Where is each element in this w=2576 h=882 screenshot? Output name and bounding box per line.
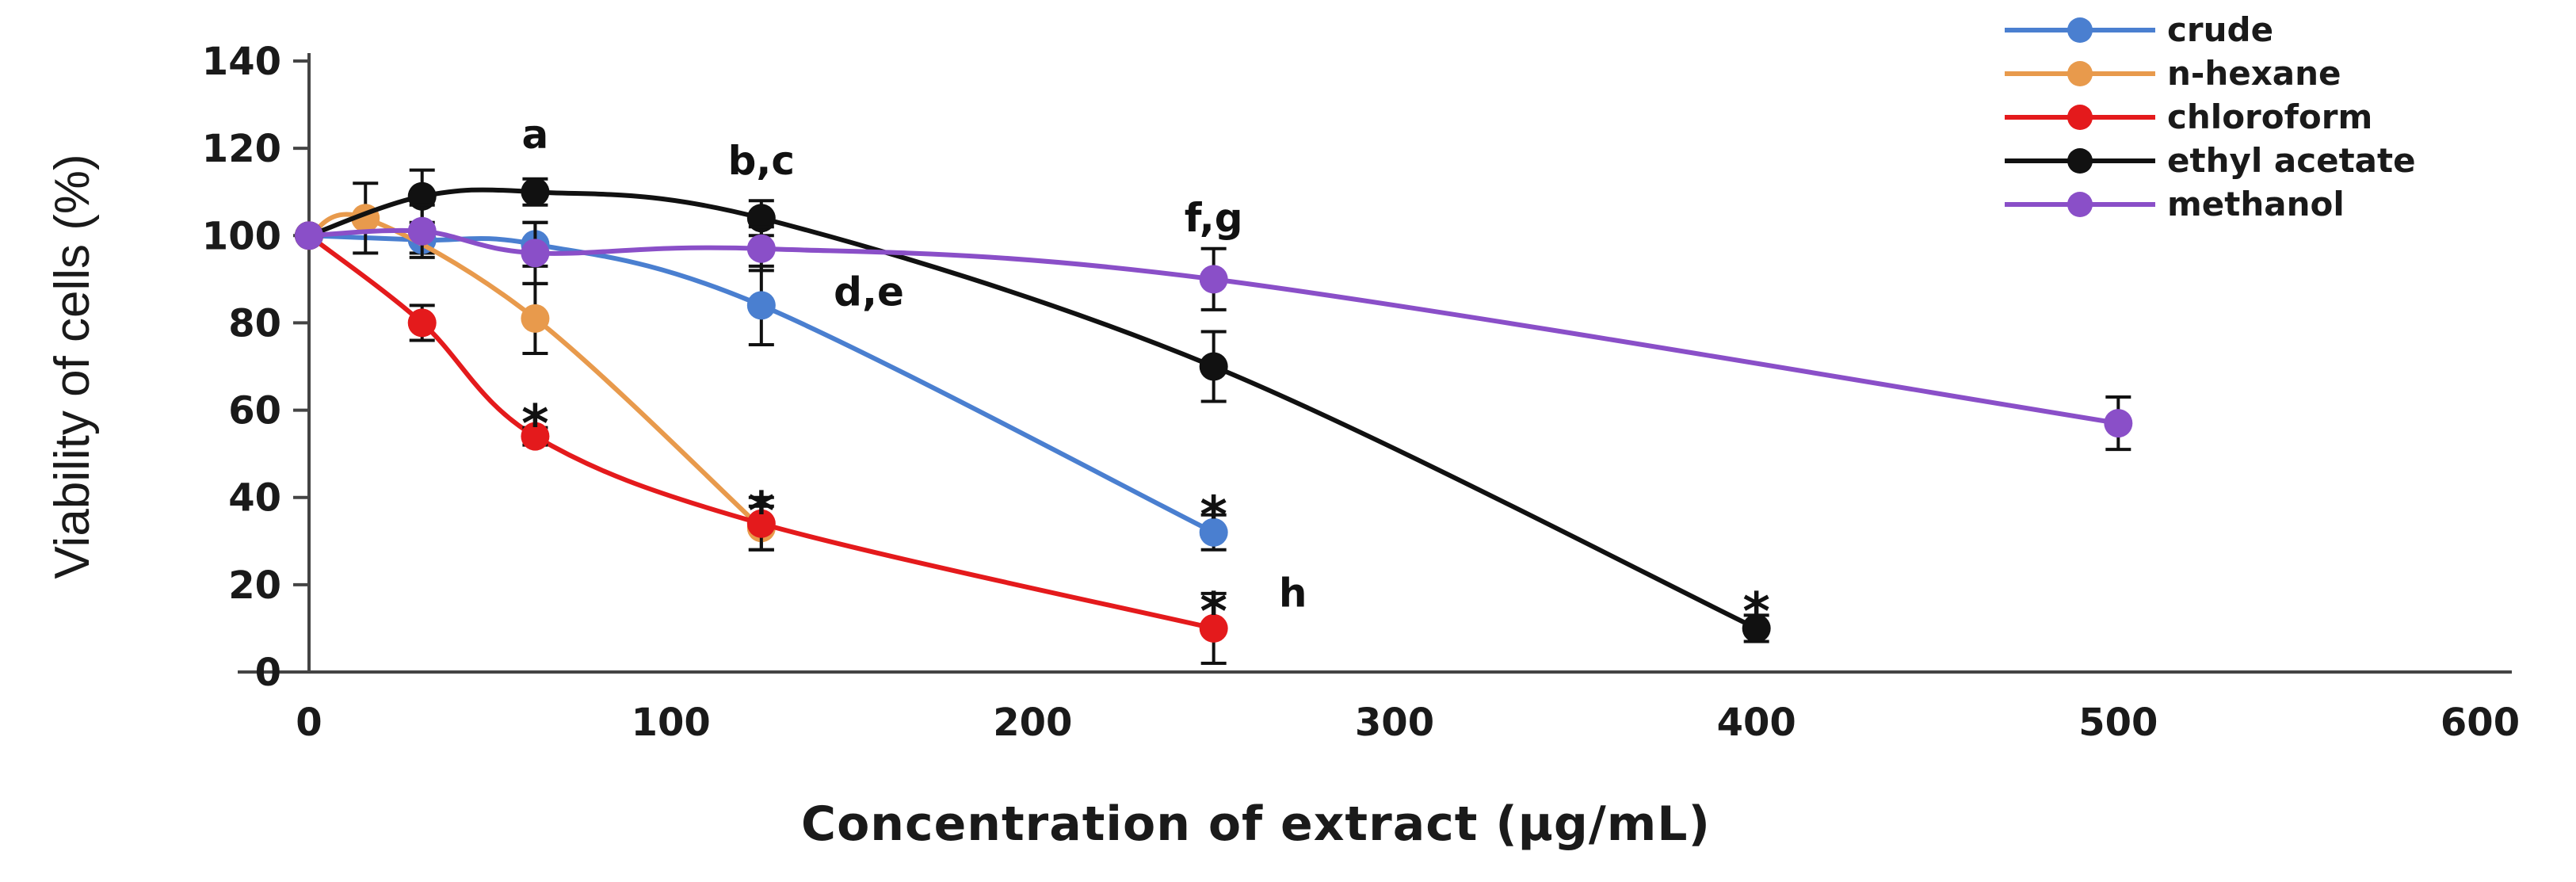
data-point-chloroform [1199, 613, 1228, 643]
data-point-methanol [295, 221, 323, 250]
significance-star: * [1200, 581, 1227, 642]
x-axis-label: Concentration of extract (µg/mL) [801, 796, 1711, 852]
y-tick-label: 0 [255, 651, 281, 695]
x-tick-label: 600 [2441, 701, 2520, 745]
legend-swatch-marker [2067, 105, 2093, 130]
x-tick-label: 100 [632, 701, 711, 745]
legend-label: methanol [2167, 185, 2345, 223]
legend: crude n-hexane chloroform ethyl acetate meth… [2005, 10, 2416, 223]
data-point-chloroform [407, 308, 437, 338]
y-tick-label: 60 [228, 389, 281, 433]
x-tick-label: 200 [993, 701, 1072, 745]
legend-swatch-marker [2067, 192, 2093, 217]
legend-item-n-hexane: n-hexane [2005, 54, 2341, 93]
data-point-chloroform [746, 509, 776, 538]
data-point-ethyl-acetate [407, 181, 437, 211]
legend-label: n-hexane [2167, 54, 2341, 93]
data-point-methanol [407, 216, 437, 246]
y-tick-label: 80 [228, 301, 281, 346]
series-line-methanol [308, 227, 2119, 426]
annotation-label: f,g [1185, 195, 1243, 241]
data-point-crude [1199, 517, 1228, 547]
data-series [295, 168, 2133, 665]
data-point-methanol [2104, 409, 2133, 438]
y-tick-label: 20 [228, 563, 281, 608]
annotation-label: h [1279, 570, 1307, 616]
data-point-ethyl-acetate [1199, 352, 1228, 381]
y-tick-label: 100 [202, 214, 281, 258]
data-point-chloroform [521, 422, 550, 451]
y-axis-label: Viability of cells (%) [45, 154, 100, 578]
axes [238, 53, 2512, 674]
data-point-methanol [521, 239, 550, 268]
legend-item-ethyl-acetate: ethyl acetate [2005, 141, 2416, 180]
legend-label: ethyl acetate [2167, 141, 2416, 180]
data-point-n-hexane [521, 304, 550, 333]
legend-item-crude: crude [2005, 10, 2273, 49]
series-methanol [295, 203, 2133, 452]
x-tick-label: 300 [1355, 701, 1434, 745]
legend-item-methanol: methanol [2005, 185, 2345, 223]
series-line-n-hexane [307, 212, 763, 530]
series-line-chloroform [307, 233, 1215, 631]
annotations: a b,c d,e f,g * * * * h * [521, 112, 1770, 642]
data-point-ethyl-acetate [746, 204, 776, 233]
x-tick-label: 0 [296, 701, 322, 745]
significance-star: * [521, 394, 549, 455]
legend-swatch-marker [2067, 61, 2093, 86]
y-tick-label: 120 [202, 127, 281, 171]
annotation-label: d,e [834, 269, 904, 315]
data-point-ethyl-acetate [1742, 613, 1771, 643]
legend-swatch-marker [2067, 148, 2093, 174]
data-point-methanol [1199, 265, 1228, 294]
series-line-ethyl-acetate [308, 187, 1757, 631]
annotation-label: b,c [728, 138, 795, 184]
legend-label: chloroform [2167, 97, 2372, 136]
legend-label: crude [2167, 10, 2273, 49]
y-tick-label: 40 [228, 476, 281, 521]
significance-star: * [1742, 581, 1770, 642]
annotation-label: a [522, 112, 549, 158]
y-tick-labels: 0 20 40 60 80 100 120 140 [202, 40, 281, 695]
legend-swatch-marker [2067, 17, 2093, 43]
y-tick-label: 140 [202, 40, 281, 84]
data-point-ethyl-acetate [521, 178, 550, 207]
x-tick-labels: 0 100 200 300 400 500 600 [296, 701, 2520, 745]
significance-star: * [748, 481, 776, 542]
significance-star: * [1200, 485, 1227, 546]
data-point-methanol [746, 234, 776, 263]
x-tick-label: 500 [2078, 701, 2158, 745]
x-tick-label: 400 [1717, 701, 1796, 745]
data-point-crude [746, 291, 776, 320]
legend-item-chloroform: chloroform [2005, 97, 2372, 136]
